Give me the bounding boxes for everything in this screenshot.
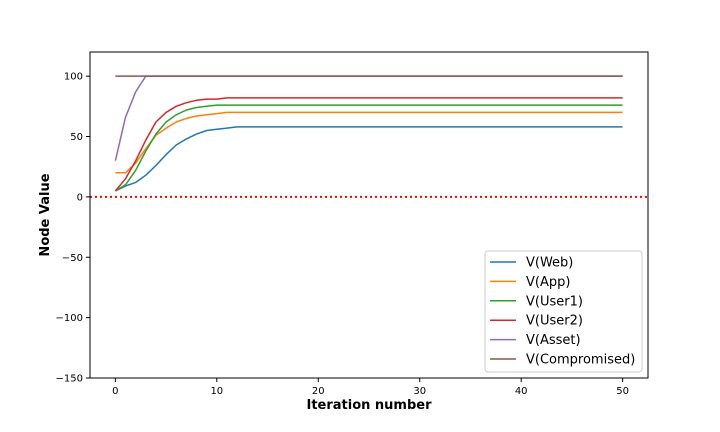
legend-label: V(User1) (526, 294, 583, 309)
series-line-1 (115, 126, 623, 192)
series-line-3 (115, 104, 623, 192)
legend: V(Web) V(App) V(User1) V(User2) V(Asset) V(Co… (484, 250, 643, 373)
y-tick-label: 0 (77, 192, 83, 203)
y-tick-label: 100 (64, 72, 83, 83)
x-axis-title: Iteration number (306, 398, 432, 413)
x-tick-label: 20 (312, 386, 325, 397)
x-tick-label: 0 (112, 386, 118, 397)
x-tick-label: 10 (210, 386, 223, 397)
x-tick-label: 40 (515, 386, 528, 397)
x-tick-label: 30 (413, 386, 426, 397)
y-tick-label: −100 (56, 313, 83, 324)
plot-frame (89, 51, 649, 379)
series-line-2 (115, 111, 623, 174)
y-tick-label: −150 (56, 374, 83, 385)
y-axis-ticks: −150 −100 −50 0 50 100 (56, 72, 90, 385)
y-tick-label: −50 (62, 253, 83, 264)
legend-label: V(User2) (526, 314, 583, 329)
x-tick-label: 50 (616, 386, 629, 397)
legend-box (484, 250, 643, 373)
series-line-4 (114, 97, 623, 192)
y-tick-label: 50 (70, 132, 83, 143)
y-axis-title: Node Value (38, 173, 53, 256)
legend-label: V(App) (526, 275, 570, 290)
series-lines (114, 75, 623, 192)
legend-label: V(Compromised) (526, 353, 635, 368)
legend-label: V(Asset) (526, 333, 581, 348)
x-axis-ticks: 0 10 20 30 40 50 (112, 378, 629, 397)
legend-label: V(Web) (526, 256, 573, 271)
